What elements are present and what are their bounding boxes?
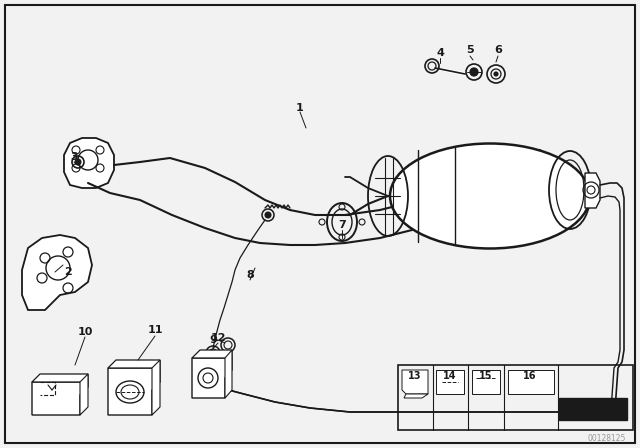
Polygon shape [585,173,600,208]
Ellipse shape [390,143,590,249]
Polygon shape [472,370,500,394]
Text: 10: 10 [77,327,93,337]
Polygon shape [436,370,464,394]
Polygon shape [508,370,554,394]
Text: 12: 12 [211,333,226,343]
Text: 2: 2 [64,267,72,277]
Text: 00128125: 00128125 [588,434,626,443]
Polygon shape [404,394,428,398]
Polygon shape [225,350,232,398]
Bar [398,365,633,430]
Text: 14: 14 [444,371,457,381]
Text: 7: 7 [338,220,346,230]
Polygon shape [80,374,88,415]
Polygon shape [192,350,232,358]
Text: 4: 4 [436,48,444,58]
Text: 8: 8 [246,270,254,280]
Polygon shape [22,235,92,310]
Text: 3: 3 [70,152,78,162]
Polygon shape [402,370,428,394]
Text: 15: 15 [479,371,493,381]
Circle shape [494,72,498,76]
Polygon shape [108,368,160,415]
Polygon shape [152,360,160,415]
Text: 11: 11 [147,325,163,335]
Text: 6: 6 [494,45,502,55]
Circle shape [470,68,478,76]
Polygon shape [108,360,160,368]
Polygon shape [64,138,114,188]
Circle shape [75,159,81,165]
Polygon shape [192,358,232,398]
Text: 13: 13 [408,371,422,381]
Text: 1: 1 [296,103,304,113]
Polygon shape [32,382,88,415]
Text: 9: 9 [209,335,217,345]
Text: 5: 5 [466,45,474,55]
Polygon shape [32,374,88,382]
Circle shape [265,212,271,218]
Text: 16: 16 [524,371,537,381]
Bar [559,398,627,420]
